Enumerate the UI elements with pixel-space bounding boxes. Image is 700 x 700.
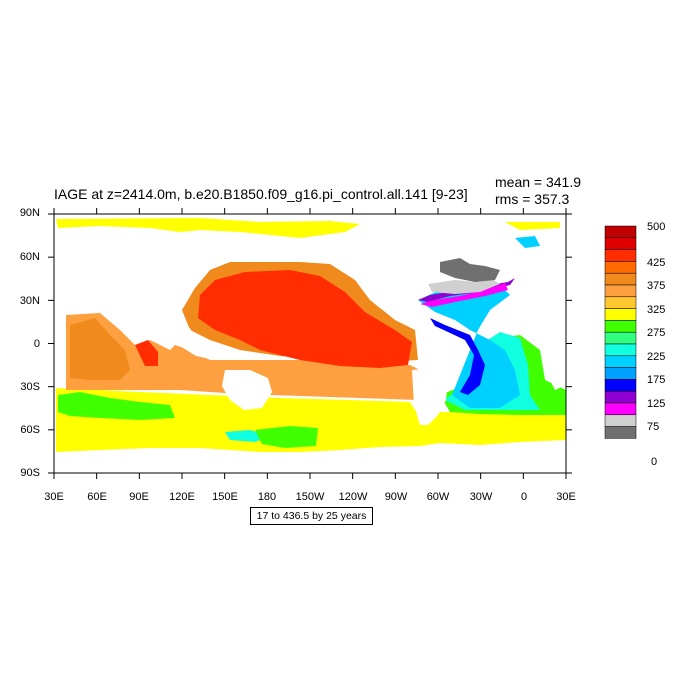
lon-label-180: 180: [257, 491, 277, 503]
colorbar-swatch: [604, 296, 637, 309]
arctic-cyan-patch: [515, 236, 540, 248]
colorbar-label-175: 175: [647, 374, 666, 386]
southern-ocean: [56, 388, 566, 452]
colorbar-label-125: 125: [647, 398, 666, 410]
colorbar-swatch: [604, 331, 637, 345]
lat-label-60s: 60S: [20, 424, 40, 436]
plot-title: IAGE at z=2414.0m, b.e20.B1850.f09_g16.p…: [54, 186, 468, 202]
colorbar-swatch: [604, 225, 637, 239]
lat-label-30s: 30S: [20, 381, 40, 393]
colorbar-swatch: [604, 355, 637, 368]
lon-label-30e-east: 30E: [556, 491, 576, 503]
lon-label-90w: 90W: [384, 491, 408, 503]
indian-ocean-mid: [70, 318, 130, 380]
colorbar-label-275: 275: [647, 327, 666, 339]
mean-value: mean = 341.9: [495, 174, 582, 190]
bay-of-bengal-core: [135, 340, 158, 366]
colorbar-swatch: [604, 308, 637, 321]
atlantic-cyan: [418, 285, 520, 408]
arctic-ocean: [56, 218, 360, 238]
colorbar-label-500: 500: [647, 221, 666, 233]
lon-label-90e: 90E: [129, 491, 149, 503]
colorbar-swatch: [604, 249, 637, 262]
colorbar-swatch: [604, 284, 637, 298]
colorbar-swatch: [604, 320, 637, 333]
colorbar: [604, 225, 637, 439]
colorbar-swatch: [604, 261, 637, 274]
arctic-ocean-east: [505, 222, 560, 230]
lon-label-60w: 60W: [426, 491, 450, 503]
pacific-core: [198, 270, 412, 368]
lat-label-60n: 60N: [19, 251, 40, 263]
land-south-america: [412, 368, 448, 425]
lon-label-60e: 60E: [87, 491, 107, 503]
lat-label-90s: 90S: [20, 467, 40, 479]
colorbar-swatch: [604, 426, 637, 439]
colorbar-label-325: 325: [647, 304, 666, 316]
lon-label-150e: 150E: [212, 491, 238, 503]
lon-label-30w: 30W: [469, 491, 493, 503]
colorbar-label-225: 225: [647, 351, 666, 363]
colorbar-swatch: [604, 237, 637, 250]
lat-label-eq: 0: [33, 338, 40, 350]
indian-pacific-outer: [66, 313, 420, 400]
contour-interval-note: 17 to 436.5 by 25 years: [250, 507, 373, 525]
lon-label-0: 0: [520, 491, 528, 503]
land-australia: [222, 370, 272, 410]
lon-label-150w: 150W: [295, 491, 325, 503]
colorbar-label-75: 75: [647, 421, 660, 433]
colorbar-swatch: [604, 272, 637, 286]
lat-label-30n: 30N: [19, 295, 40, 307]
ocean-field: [56, 218, 566, 452]
lon-label-120e: 120E: [169, 491, 195, 503]
nordic-gray: [440, 258, 500, 282]
colorbar-swatch: [604, 379, 637, 392]
colorbar-swatch: [604, 343, 637, 357]
lat-label-90n: 90N: [19, 207, 40, 219]
colorbar-label-375: 375: [647, 280, 666, 292]
atlantic-deep-western: [430, 318, 485, 395]
atlantic-magenta: [420, 283, 508, 307]
axis-ticks: [48, 208, 572, 479]
colorbar-swatch: [604, 367, 637, 380]
colorbar-label-0: 0: [651, 456, 658, 468]
colorbar-label-425: 425: [647, 257, 666, 269]
ross-sea-green: [255, 426, 318, 448]
colorbar-swatch: [604, 390, 637, 404]
colorbar-swatch: [604, 402, 637, 416]
land-maritime-continent: [168, 318, 225, 360]
southern-indian-green: [58, 392, 175, 420]
colorbar-swatch: [604, 414, 637, 427]
nordic-lightgray: [428, 278, 500, 294]
land-africa: [538, 320, 566, 390]
rms-value: rms = 357.3: [495, 191, 570, 207]
lon-label-30e: 30E: [44, 491, 64, 503]
lon-label-120w: 120W: [338, 491, 368, 503]
